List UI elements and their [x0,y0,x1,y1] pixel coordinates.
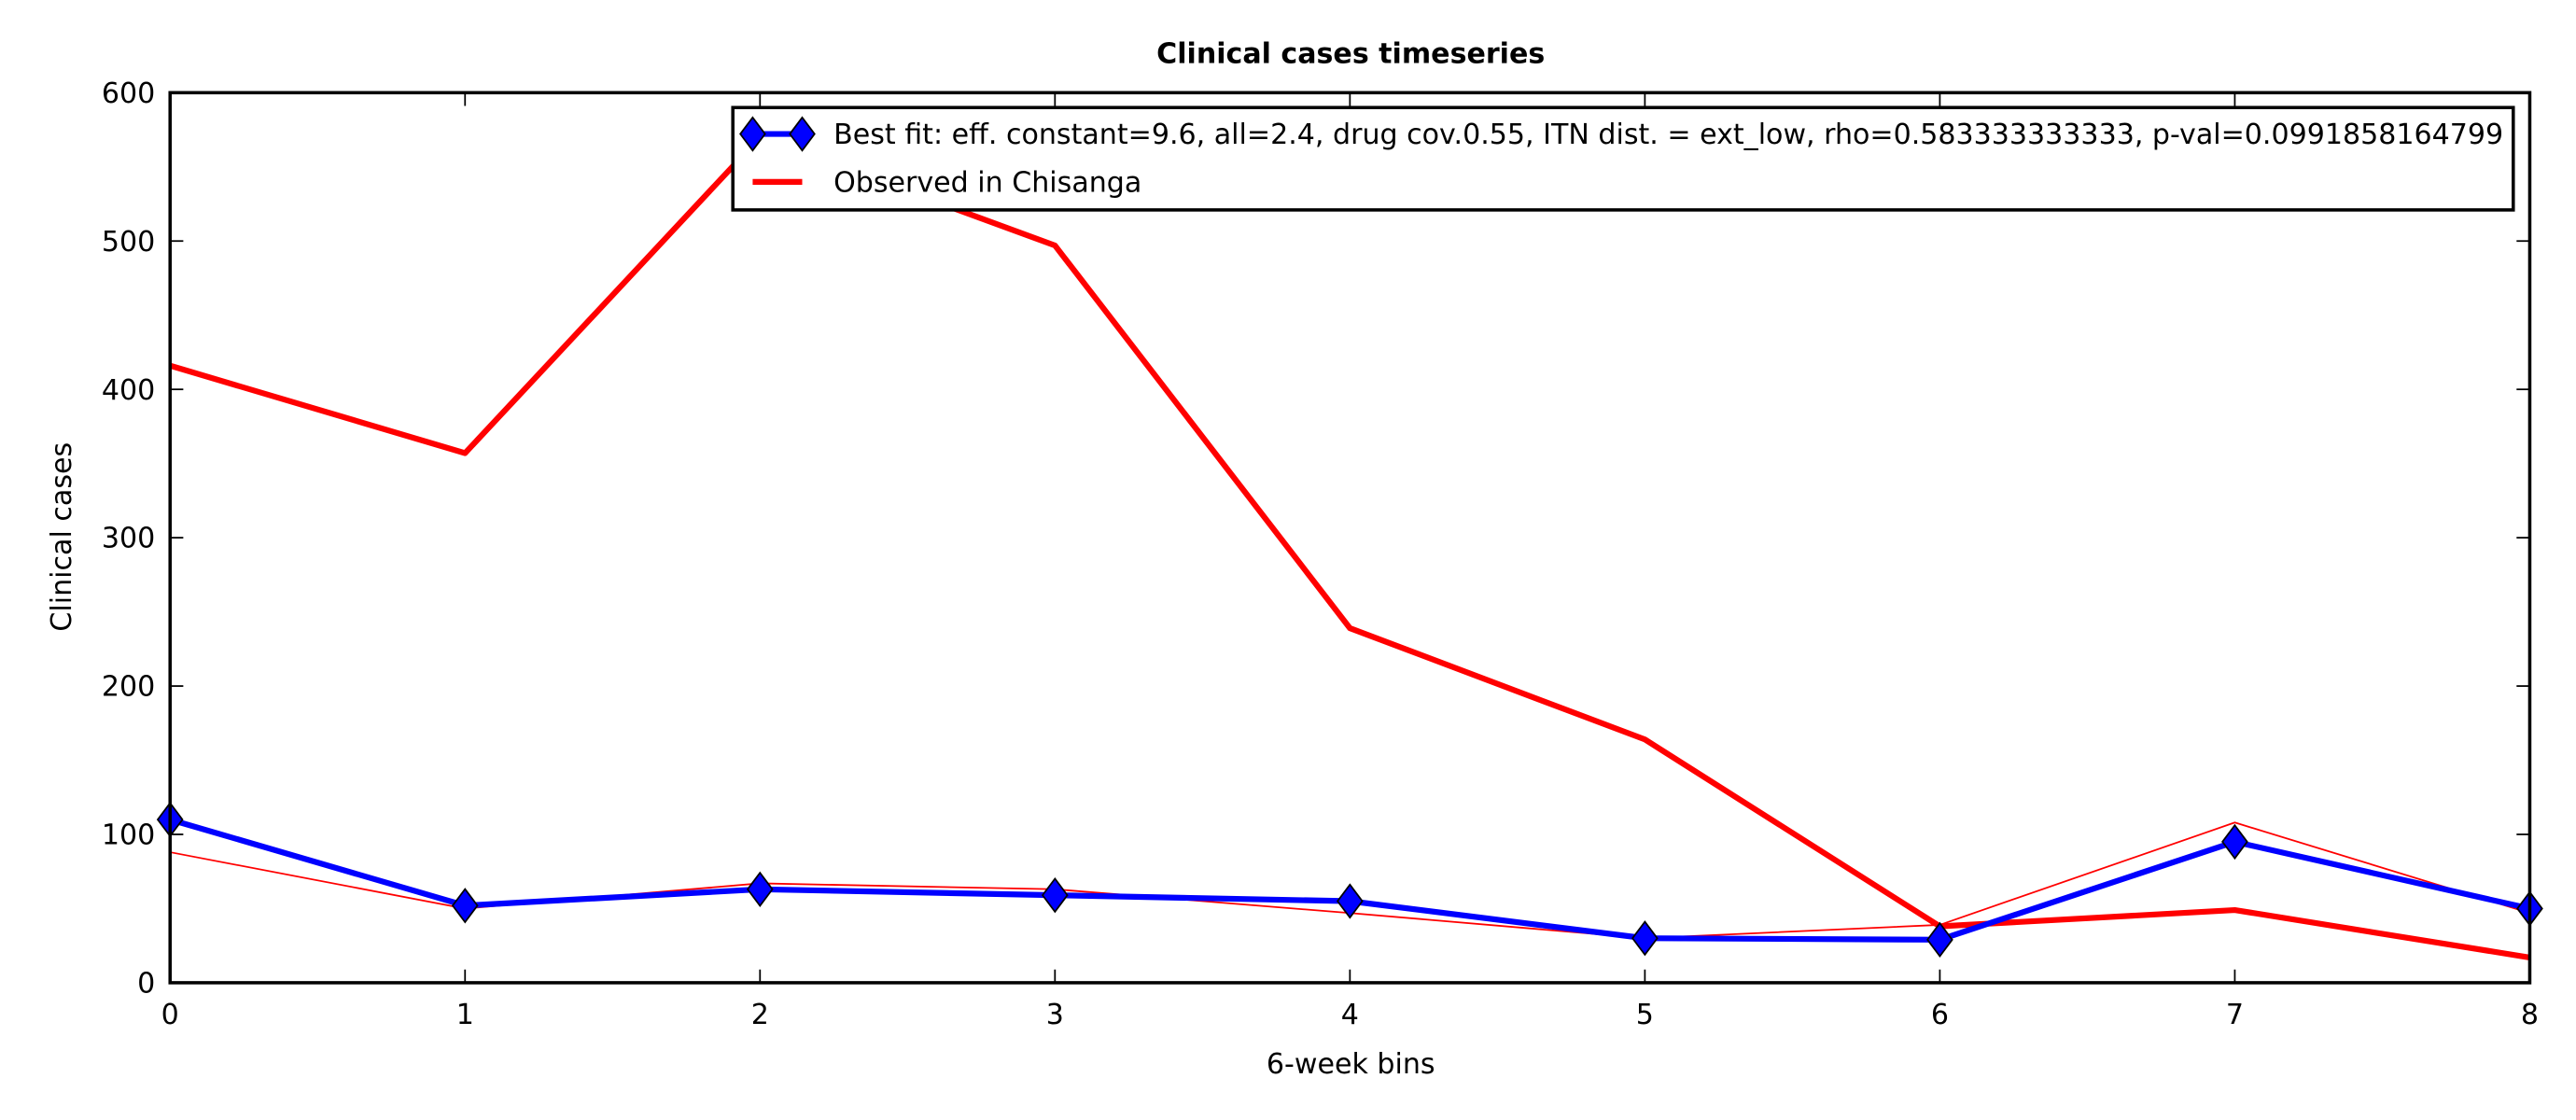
data-point [746,871,774,907]
y-tick-label: 400 [102,374,155,407]
x-tick-label: 2 [751,999,769,1031]
legend-label: Observed in Chisanga [833,166,1141,199]
data-point [1926,921,1953,958]
data-point [451,888,479,924]
series-line [169,133,2530,960]
legend-marker [789,116,816,152]
y-tick-label: 0 [137,968,155,1001]
legend-sample [739,116,816,152]
x-tick-label: 4 [1341,999,1359,1031]
legend-label: Best fit: eff. constant=9.6, all=2.4, dr… [833,119,2503,151]
plot-area [156,133,2543,960]
y-tick-label: 200 [102,671,155,704]
x-tick-label: 6 [1931,999,1949,1031]
y-tick-label: 600 [102,77,155,110]
data-point [1041,876,1069,914]
legend-box [731,105,2515,212]
data-point [1336,883,1364,919]
x-tick-label: 1 [456,999,474,1031]
series-line [170,821,2530,940]
x-tick-label: 0 [161,999,179,1031]
x-axis-label: 6-week bins [1267,1048,1435,1081]
y-tick-label: 500 [102,226,155,259]
axes-frame [168,91,2532,985]
series-line [169,817,2531,943]
x-tick-label: 5 [1636,999,1654,1031]
legend-marker [739,116,766,152]
legend: Best fit: eff. constant=9.6, all=2.4, dr… [731,105,2515,212]
data-point [1631,920,1659,957]
x-tick-label: 3 [1046,999,1064,1031]
y-tick-label: 100 [102,819,155,852]
x-tick-label: 7 [2226,999,2244,1031]
data-point [2221,823,2248,861]
x-tick-label: 8 [2521,999,2539,1031]
y-axis-label: Clinical cases [46,442,78,632]
chart-title: Clinical cases timeseries [1156,37,1545,70]
y-tick-label: 300 [102,523,155,555]
